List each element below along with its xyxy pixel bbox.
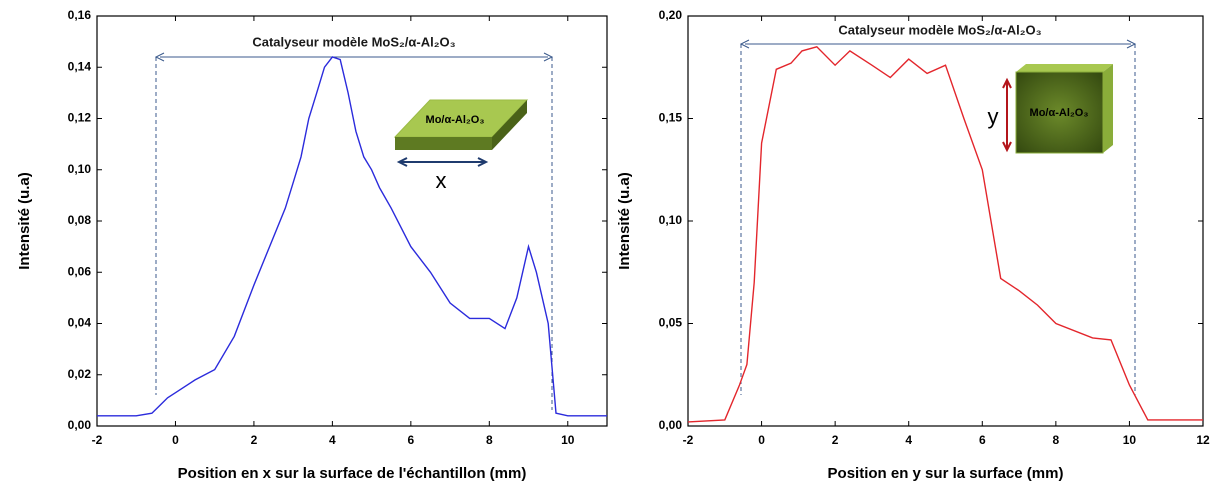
x-axis-label: Position en x sur la surface de l'échant… <box>178 465 527 482</box>
annotation: Catalyseur modèle MoS₂/α-Al₂O₃ <box>252 34 455 49</box>
y-tick-label: 0,16 <box>68 8 92 22</box>
y-tick-label: 0,06 <box>68 264 92 278</box>
inset-box-side <box>1103 64 1113 153</box>
x-tick-label: 8 <box>486 433 493 447</box>
x-tick-label: 12 <box>1196 433 1210 447</box>
inset-axis-label: y <box>988 104 999 129</box>
y-tick-label: 0,02 <box>68 367 92 381</box>
x-tick-label: 2 <box>832 433 839 447</box>
y-tick-label: 0,15 <box>659 111 683 125</box>
x-tick-label: -2 <box>683 433 694 447</box>
x-tick-label: 10 <box>1123 433 1137 447</box>
x-tick-label: 2 <box>251 433 258 447</box>
y-tick-label: 0,10 <box>68 162 92 176</box>
x-tick-label: 4 <box>329 433 336 447</box>
y-tick-label: 0,00 <box>659 418 683 432</box>
x-tick-label: -2 <box>92 433 103 447</box>
inset-box-front <box>395 137 492 150</box>
annotation: Catalyseur modèle MoS₂/α-Al₂O₃ <box>838 22 1041 37</box>
x-tick-label: 8 <box>1053 433 1060 447</box>
arrow-head <box>396 157 489 167</box>
inset-axis-label: x <box>436 168 447 193</box>
y-tick-label: 0,10 <box>659 213 683 227</box>
y-tick-label: 0,00 <box>68 418 92 432</box>
plot-frame <box>687 15 1204 427</box>
y-tick-label: 0,05 <box>659 316 683 330</box>
inset-box-front <box>1015 71 1104 154</box>
y-tick-label: 0,20 <box>659 8 683 22</box>
y-axis-label: Intensité (u.a) <box>16 172 33 270</box>
x-axis-label: Position en y sur la surface (mm) <box>828 465 1064 482</box>
inset-box-side <box>492 100 527 150</box>
x-tick-label: 10 <box>561 433 575 447</box>
inset-box-top <box>1016 64 1113 72</box>
y-tick-label: 0,08 <box>68 213 92 227</box>
y-tick-label: 0,14 <box>68 59 92 73</box>
arrow-head <box>154 52 554 62</box>
data-line <box>687 46 1203 423</box>
x-tick-label: 6 <box>408 433 415 447</box>
y-tick-label: 0,04 <box>68 316 92 330</box>
data-line <box>97 56 607 417</box>
x-tick-label: 6 <box>979 433 986 447</box>
inset-label: Mo/α-Al₂O₃ <box>426 114 485 126</box>
y-axis-label: Intensité (u.a) <box>616 172 633 270</box>
inset-label: Mo/α-Al₂O₃ <box>1030 107 1089 119</box>
plot-frame <box>96 15 608 427</box>
x-tick-label: 0 <box>758 433 765 447</box>
arrow-head <box>739 39 1137 49</box>
arrow-head <box>1002 77 1012 153</box>
x-tick-label: 0 <box>172 433 179 447</box>
y-tick-label: 0,12 <box>68 111 92 125</box>
x-tick-label: 4 <box>905 433 912 447</box>
